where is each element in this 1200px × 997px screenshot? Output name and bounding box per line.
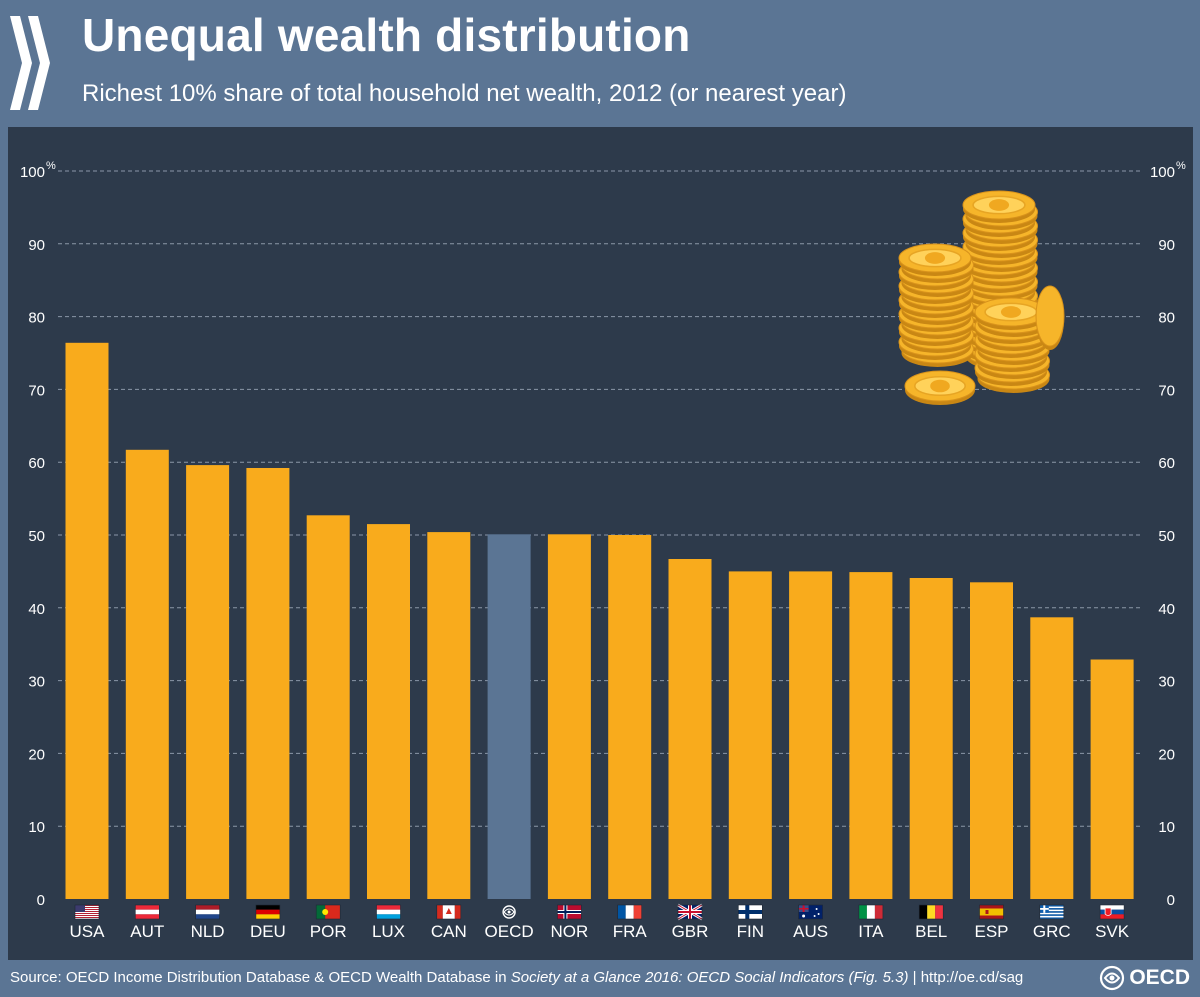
y-tick-label-left: 30 xyxy=(28,674,45,691)
bar-svk xyxy=(1090,659,1134,899)
flag-usa-icon xyxy=(74,904,100,920)
flag-bel-icon xyxy=(918,904,944,920)
oecd-brand: OECD xyxy=(1099,965,1190,991)
x-tick-label: CAN xyxy=(431,922,467,941)
y-tick-label-right: 60 xyxy=(1158,455,1175,472)
flag-grc-icon xyxy=(1039,904,1065,920)
y-tick-label-left: 20 xyxy=(28,746,45,763)
header: Unequal wealth distribution Richest 10% … xyxy=(0,0,1200,126)
bar-aut xyxy=(125,449,169,899)
y-tick-label-right: 100 xyxy=(1150,164,1175,181)
bar-deu xyxy=(246,468,290,899)
bar-lux xyxy=(367,524,410,899)
bar-grc xyxy=(1030,617,1074,899)
footer: Source: OECD Income Distribution Databas… xyxy=(0,960,1200,997)
y-tick-label-left: 60 xyxy=(28,455,45,472)
y-unit-left: % xyxy=(46,160,56,172)
y-tick-label-left: 10 xyxy=(28,819,45,836)
flag-aut-icon xyxy=(135,904,160,920)
y-tick-label-right: 50 xyxy=(1158,528,1175,545)
x-tick-label: FRA xyxy=(613,922,648,941)
bar-nor xyxy=(547,534,591,899)
y-tick-label-left: 80 xyxy=(28,310,45,327)
x-tick-label: SVK xyxy=(1095,922,1130,941)
bar-ita xyxy=(849,572,893,899)
x-tick-label: NLD xyxy=(191,922,225,941)
y-tick-label-right: 0 xyxy=(1167,892,1175,909)
y-tick-label-left: 50 xyxy=(28,528,45,545)
bar-can xyxy=(427,532,471,899)
bar-esp xyxy=(970,582,1013,899)
x-tick-label: ESP xyxy=(974,922,1008,941)
y-unit-right: % xyxy=(1176,160,1186,172)
x-tick-label: POR xyxy=(310,922,347,941)
x-tick-label: ITA xyxy=(858,922,884,941)
flag-svk-icon xyxy=(1099,904,1125,920)
oecd-chevron-logo-icon xyxy=(10,16,50,110)
page-subtitle: Richest 10% share of total household net… xyxy=(82,80,847,107)
y-tick-label-right: 90 xyxy=(1158,237,1175,254)
y-tick-label-right: 80 xyxy=(1158,310,1175,327)
flags xyxy=(74,903,1125,921)
bar-usa xyxy=(65,342,109,899)
bar-oecd xyxy=(487,534,531,899)
source-title: Society at a Glance 2016: OECD Social In… xyxy=(510,969,909,986)
x-tick-label: FIN xyxy=(737,922,764,941)
bar-fin xyxy=(728,571,772,899)
flag-aus-icon xyxy=(798,904,823,920)
flag-por-icon xyxy=(315,904,341,920)
x-tick-label: NOR xyxy=(551,922,589,941)
x-tick-label: GBR xyxy=(672,922,709,941)
y-tick-label-right: 30 xyxy=(1158,674,1175,691)
flag-ita-icon xyxy=(858,904,884,920)
oecd-globe-icon xyxy=(1100,965,1125,991)
y-tick-label-right: 10 xyxy=(1158,819,1175,836)
bar-chart: 0 0 10 10 20 20 30 30 40 40 50 50 60 60 70 70 80 80 90 90 10… xyxy=(20,160,1186,941)
coin-stack-illustration-icon xyxy=(898,190,1065,405)
x-tick-label: USA xyxy=(70,922,106,941)
bar-nld xyxy=(186,465,230,899)
bar-aus xyxy=(789,571,833,899)
flag-esp-icon xyxy=(979,904,1004,920)
y-tick-label-right: 20 xyxy=(1158,746,1175,763)
flag-oecd-icon xyxy=(502,905,516,919)
x-tick-label: DEU xyxy=(250,922,286,941)
y-tick-label-right: 40 xyxy=(1158,601,1175,618)
flag-fra-icon xyxy=(617,904,643,920)
source-note: Source: OECD Income Distribution Databas… xyxy=(10,969,1023,986)
x-tick-label: OECD xyxy=(485,922,534,941)
y-axis-ticks: 0 0 10 10 20 20 30 30 40 40 50 50 60 60 70 70 80 80 90 90 10… xyxy=(20,160,1186,909)
flag-nld-icon xyxy=(195,904,220,920)
y-tick-label-left: 70 xyxy=(28,382,45,399)
y-tick-label-left: 0 xyxy=(37,892,45,909)
x-tick-label: LUX xyxy=(372,922,405,941)
oecd-brand-label: OECD xyxy=(1129,966,1190,989)
x-tick-label: BEL xyxy=(915,922,947,941)
x-tick-label: AUS xyxy=(793,922,828,941)
y-tick-label-left: 40 xyxy=(28,601,45,618)
x-tick-label: AUT xyxy=(130,922,164,941)
flag-lux-icon xyxy=(376,904,401,920)
source-prefix: Source: OECD Income Distribution Databas… xyxy=(10,969,511,986)
flag-can-icon xyxy=(436,904,462,920)
page-title: Unequal wealth distribution xyxy=(82,9,691,61)
y-tick-label-left: 90 xyxy=(28,237,45,254)
flag-nor-icon xyxy=(557,904,582,920)
y-tick-label-left: 100 xyxy=(20,164,45,181)
bar-gbr xyxy=(668,559,712,899)
x-tick-label: GRC xyxy=(1033,922,1071,941)
y-tick-label-right: 70 xyxy=(1158,382,1175,399)
bar-bel xyxy=(909,578,953,899)
flag-fin-icon xyxy=(737,904,763,920)
flag-gbr-icon xyxy=(677,903,703,921)
source-suffix: | http://oe.cd/sag xyxy=(908,969,1024,986)
bars xyxy=(65,342,1134,899)
bar-fra xyxy=(608,535,652,899)
gridlines xyxy=(58,170,1140,827)
bar-por xyxy=(306,515,350,899)
x-axis-labels: USA AUT NLD DEU POR LUX CAN OECD NOR FRA GBR FIN AUS… xyxy=(70,922,1130,941)
flag-deu-icon xyxy=(255,904,281,920)
